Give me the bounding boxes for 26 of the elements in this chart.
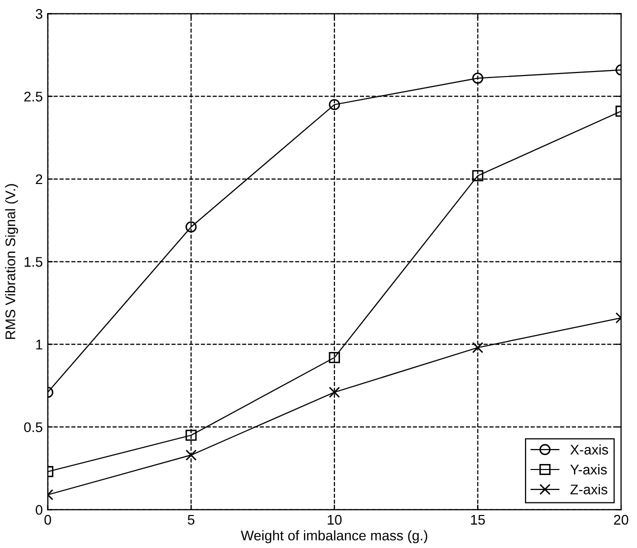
x-tick-label: 10: [328, 514, 342, 525]
point: [186, 221, 197, 233]
legend-label: Z-axis: [570, 484, 608, 494]
y-tick-label: 3: [36, 9, 42, 19]
point: [186, 450, 197, 461]
x-tick-label: 15: [471, 515, 485, 525]
y-axis-title: RMS Vibration Signal (V.): [5, 184, 18, 339]
y-tick-label: 0.5: [24, 422, 42, 432]
y-tick-label: 1.5: [24, 257, 42, 267]
point: [472, 72, 484, 84]
x-tick-label: 5: [188, 515, 194, 525]
y-tick-label: 2: [36, 174, 42, 184]
point: [328, 386, 340, 398]
y-tick-label: 1: [36, 340, 42, 350]
x-axis-title: Weight of imbalance mass (g.): [240, 530, 428, 544]
point: [186, 430, 197, 441]
y-tick-label: 2.5: [24, 92, 42, 102]
y-tick-label: 0: [36, 504, 42, 515]
x-tick-label: 20: [614, 514, 628, 525]
point: [472, 170, 484, 182]
point: [328, 99, 340, 110]
x-tick-label: 0: [44, 514, 52, 525]
legend-label: X-axis: [570, 444, 608, 455]
point: [472, 342, 484, 354]
legend-label: Y-axis: [570, 464, 607, 475]
point: [328, 352, 340, 364]
